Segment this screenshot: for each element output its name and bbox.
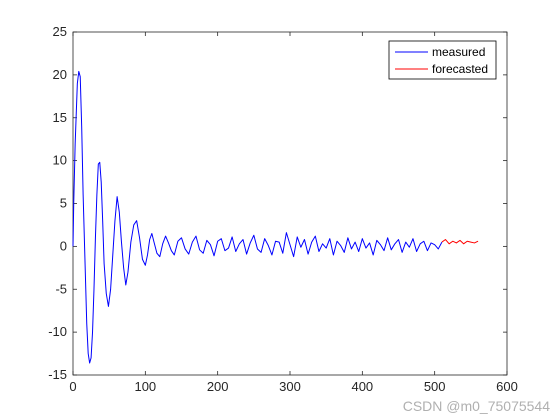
y-tick-label: 0 (60, 238, 67, 253)
x-tick-label: 500 (424, 379, 446, 394)
x-tick-label: 0 (69, 379, 76, 394)
y-tick-label: 10 (53, 153, 67, 168)
y-axis-ticks: -15 -10 -5 0 5 10 15 20 25 (48, 24, 507, 382)
y-tick-label: 25 (53, 24, 67, 39)
y-tick-label: -10 (48, 324, 67, 339)
legend: measured forecasted (388, 40, 497, 80)
x-tick-label: 200 (207, 379, 229, 394)
legend-label-measured: measured (432, 45, 485, 59)
y-tick-label: -5 (55, 281, 67, 296)
plot-area (72, 31, 508, 376)
x-axis-ticks: 0 100 200 300 400 500 600 (69, 32, 518, 394)
series-line-measured (72, 70, 443, 364)
x-tick-label: 300 (279, 379, 301, 394)
legend-label-forecasted: forecasted (432, 62, 488, 76)
watermark: CSDN @m0_75075544 (402, 398, 550, 414)
axes-box (72, 31, 508, 376)
y-tick-label: 20 (53, 67, 67, 82)
legend-box (388, 40, 497, 80)
y-tick-label: -15 (48, 367, 67, 382)
y-tick-label: 5 (60, 196, 67, 211)
x-tick-label: 600 (496, 379, 518, 394)
x-tick-label: 100 (134, 379, 156, 394)
y-tick-label: 15 (53, 110, 67, 125)
series-group (72, 70, 479, 364)
x-tick-label: 400 (351, 379, 373, 394)
series-line-forecasted (441, 239, 479, 245)
